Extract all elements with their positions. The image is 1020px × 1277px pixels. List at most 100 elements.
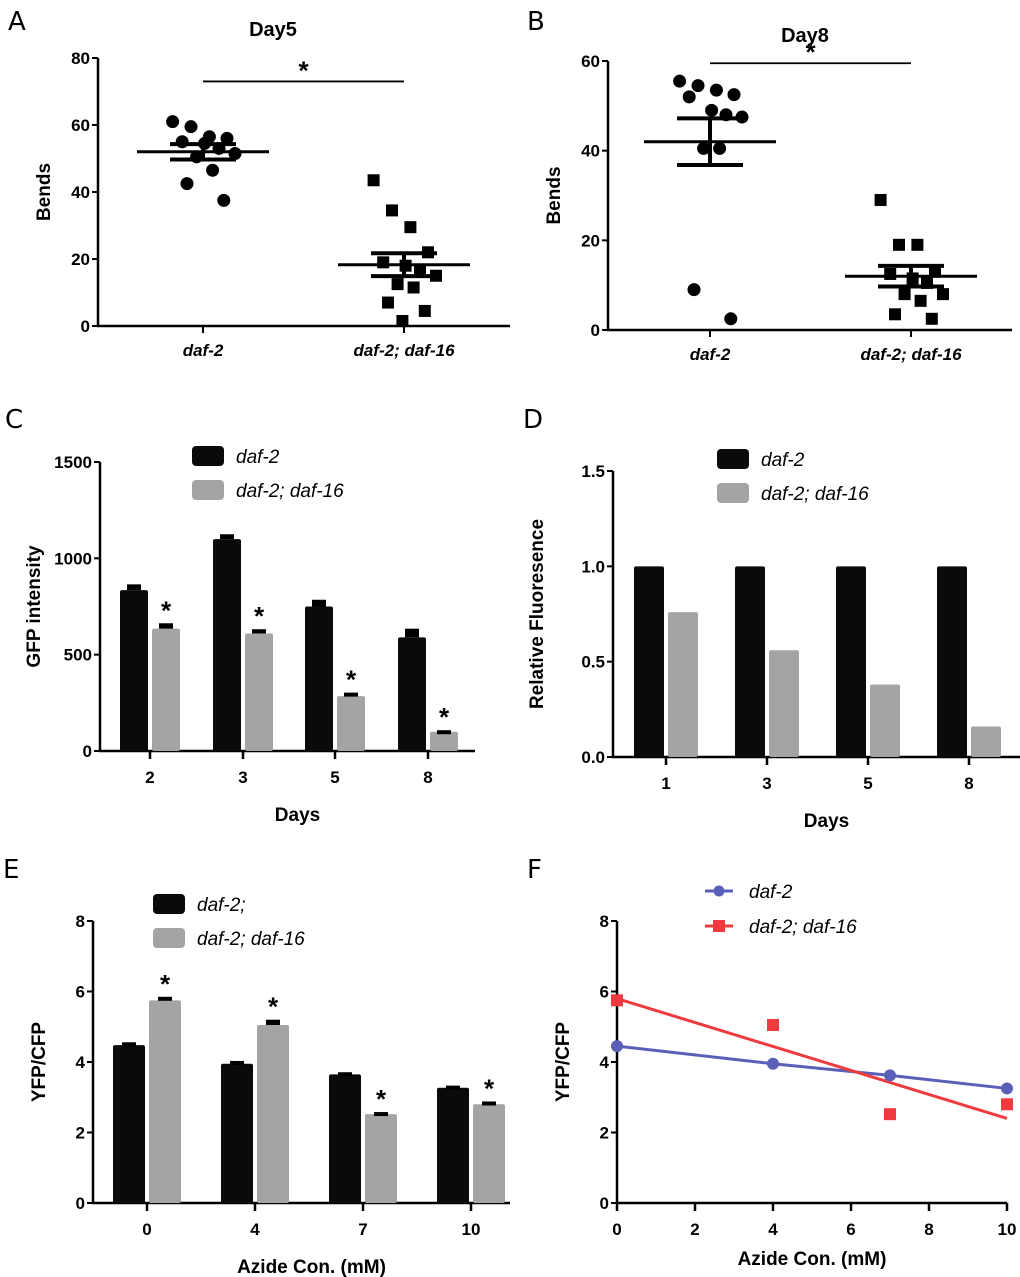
- significance-star: *: [439, 702, 450, 732]
- data-point: [228, 146, 242, 160]
- data-point: [391, 278, 404, 291]
- legend-label: daf-2: [761, 450, 805, 471]
- bar-daf-2-daf-16: [473, 1104, 505, 1203]
- y-tick-label: 20: [71, 250, 90, 269]
- error-bar: [437, 730, 451, 735]
- data-point: [911, 238, 924, 251]
- x-tick-label: 10: [998, 1220, 1017, 1239]
- y-tick-label: 0: [591, 321, 600, 340]
- bar-daf-2: [120, 590, 148, 751]
- fit-line-daf-2-daf-16: [616, 997, 1008, 1120]
- data-point: [1001, 1082, 1013, 1095]
- data-point: [404, 221, 417, 234]
- y-tick-label: 40: [71, 183, 90, 202]
- data-point: [1001, 1098, 1013, 1111]
- significance-star: *: [254, 601, 265, 631]
- legend-swatch: [192, 446, 224, 466]
- legend-swatch: [717, 483, 749, 503]
- data-point: [691, 79, 705, 93]
- data-point: [893, 238, 905, 251]
- legend-label: daf-2: [749, 882, 793, 903]
- data-point: [382, 296, 394, 309]
- x-tick-label: daf-2; daf-16: [860, 345, 962, 364]
- y-tick-label: 20: [581, 231, 600, 250]
- y-tick-label: 1.5: [581, 462, 605, 481]
- x-tick-label: daf-2: [690, 345, 731, 364]
- data-point: [206, 163, 220, 177]
- legend-swatch: [153, 894, 185, 914]
- legend-label: daf-2; daf-16: [761, 484, 869, 505]
- x-tick-label: 3: [238, 768, 247, 787]
- x-axis-label: Azide Con. (mM): [738, 1249, 887, 1270]
- y-tick-label: 4: [76, 1053, 86, 1072]
- panel-B: Day8 0 20 40 60 Bends daf-2 daf-2; daf-16 *: [544, 25, 1012, 364]
- y-tick-label: 0: [81, 317, 90, 336]
- data-point: [166, 115, 180, 129]
- bar-daf-2-daf-16: [149, 1000, 181, 1203]
- y-tick-label: 0.0: [581, 748, 605, 767]
- error-bar: [159, 623, 173, 629]
- panel-D: 0.0 0.5 1.0 1.5 Relative Fluoresence 1 3 5 8 Days…: [527, 449, 1020, 832]
- data-point: [767, 1057, 779, 1070]
- data-point: [220, 131, 234, 145]
- data-point: [180, 177, 194, 191]
- panel-A: Day5 0 20 40 60 80 Bends daf-2 daf-2; daf-16 *: [34, 19, 510, 360]
- x-tick-label: 2: [690, 1220, 699, 1239]
- y-tick-label: 1000: [54, 549, 92, 568]
- panel-letter: C: [5, 405, 23, 435]
- bar-daf-2-daf-16: [769, 650, 799, 757]
- panel-letter: B: [527, 7, 545, 37]
- bar-daf-2: [113, 1045, 145, 1203]
- bar-daf-2-daf-16: [257, 1024, 289, 1203]
- x-tick-label: 3: [762, 774, 771, 793]
- y-axis-label: Bends: [34, 163, 55, 221]
- legend-swatch: [153, 928, 185, 948]
- error-bar: [122, 1042, 136, 1047]
- x-tick-label: 8: [423, 768, 432, 787]
- legend-marker: [713, 885, 725, 897]
- bar-daf-2-daf-16: [365, 1114, 397, 1203]
- data-point: [713, 141, 727, 155]
- legend-label: daf-2: [236, 447, 280, 468]
- x-tick-label: 4: [768, 1220, 778, 1239]
- data-point: [884, 1108, 896, 1121]
- panel-letter: A: [8, 7, 26, 37]
- x-tick-label: 2: [145, 768, 154, 787]
- chart-title: Day8: [781, 25, 829, 47]
- x-tick-label: 4: [250, 1220, 260, 1239]
- data-point: [386, 204, 398, 217]
- legend-swatch: [717, 449, 749, 469]
- y-tick-label: 0: [76, 1194, 85, 1213]
- data-point: [884, 267, 897, 280]
- y-axis-label: GFP intensity: [24, 545, 45, 668]
- data-point: [767, 1018, 779, 1031]
- significance-star: *: [160, 969, 171, 999]
- y-tick-label: 0.5: [581, 653, 605, 672]
- data-point: [874, 193, 887, 206]
- panel-letter: F: [527, 855, 542, 885]
- y-axis-label: YFP/CFP: [29, 1022, 50, 1103]
- bar-daf-2-daf-16: [971, 726, 1001, 757]
- y-tick-label: 2: [76, 1124, 85, 1143]
- panel-C: 0 500 1000 1500 GFP intensity 2 3 5 8 Days * * * * daf…: [24, 446, 475, 826]
- y-tick-label: 0: [83, 742, 92, 761]
- data-point: [687, 283, 701, 297]
- y-axis-label: Bends: [544, 166, 565, 224]
- data-point: [367, 174, 380, 187]
- error-bar: [312, 599, 326, 607]
- x-axis-label: Days: [275, 805, 320, 826]
- x-tick-label: 6: [846, 1220, 855, 1239]
- data-point: [673, 74, 687, 88]
- legend-label: daf-2; daf-16: [197, 929, 305, 950]
- error-bar: [230, 1060, 244, 1065]
- error-bar: [158, 996, 172, 1001]
- x-axis-label: Days: [804, 811, 849, 832]
- bar-daf-2: [329, 1074, 361, 1203]
- y-tick-label: 1500: [54, 453, 92, 472]
- legend-label: daf-2; daf-16: [749, 917, 857, 938]
- x-tick-label: daf-2; daf-16: [353, 341, 455, 360]
- chart-title: Day5: [249, 19, 297, 41]
- bar-daf-2: [221, 1063, 253, 1203]
- error-bar: [446, 1085, 460, 1090]
